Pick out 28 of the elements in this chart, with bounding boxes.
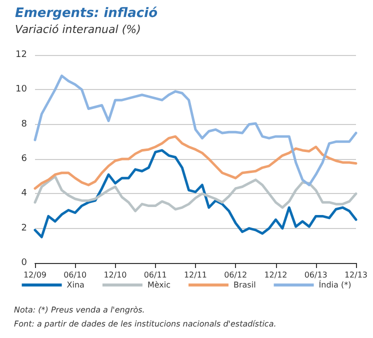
y-tick-label: 12 (16, 50, 27, 60)
x-tick-label: 12/10 (104, 270, 127, 280)
text: Font: a partir de dades de les institucions nacionals d'estadística. (14, 320, 276, 328)
x-tick-label: 06/12 (224, 270, 248, 280)
y-tick-label: 10 (16, 84, 28, 95)
y-tick-label: 8 (21, 119, 28, 130)
x-tick-label: 12/13 (344, 270, 368, 280)
line-series (34, 74, 358, 186)
x-tick-label: 12/12 (264, 270, 288, 280)
x-tick-label: 06/10 (64, 270, 87, 280)
x-tick-label: 06/11 (144, 270, 167, 280)
legend-label: Índia (*) (318, 280, 352, 290)
y-tick-label: 6 (21, 154, 28, 164)
x-tick-label: 06/13 (304, 270, 328, 280)
legend-label: Mèxic (147, 280, 171, 290)
y-tick-label: 4 (21, 188, 28, 199)
text: Nota: (*) Preus venda a l'engròs. (14, 306, 145, 314)
chart-title: Emergents: inflació (15, 6, 158, 21)
line-series (34, 175, 358, 212)
x-tick-label: 12/09 (23, 270, 47, 280)
legend-label: Brasil (234, 280, 256, 290)
chart-subtitle: Variació interanual (%) (15, 23, 141, 36)
line-series (34, 149, 358, 238)
x-tick-label: 12/11 (184, 270, 208, 280)
legend-label: Xina (66, 280, 85, 290)
line-series (34, 135, 358, 190)
y-tick-label: 2 (21, 223, 27, 234)
y-tick-label: 0 (21, 258, 28, 268)
